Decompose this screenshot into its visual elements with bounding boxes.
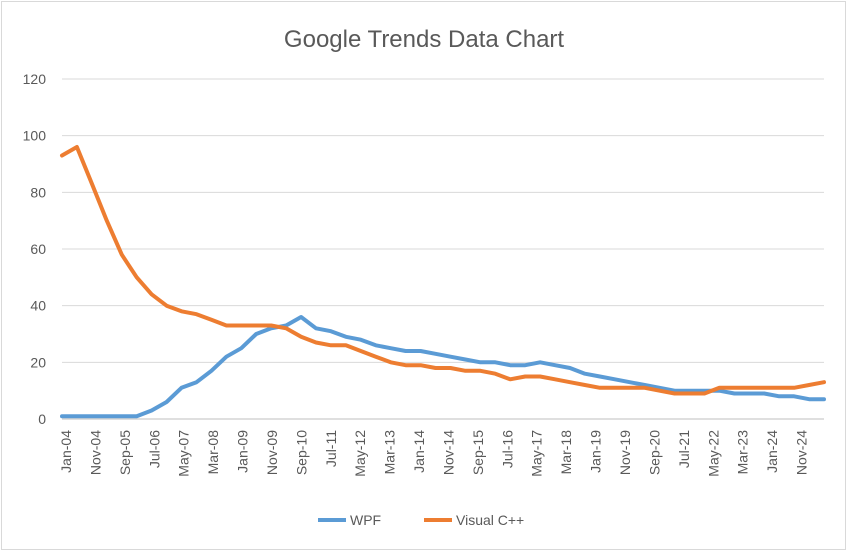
x-tick-label: Mar-08 [205, 430, 221, 475]
x-tick-label: May-12 [352, 430, 368, 477]
x-tick-label: Jul-11 [323, 430, 339, 467]
x-tick-label: May-17 [529, 430, 545, 477]
chart-title: Google Trends Data Chart [284, 26, 564, 53]
series-line-visual-cpp [60, 145, 826, 396]
x-tick-label: Sep-20 [646, 430, 662, 475]
x-tick-label: Mar-13 [382, 430, 398, 475]
x-axis-ticks: Jan-04 Nov-04 Sep-05 Jul-06 May-07 Mar-08 Jan-… [58, 430, 810, 477]
x-tick-label: Nov-14 [440, 430, 456, 475]
x-tick-label: Sep-15 [470, 430, 486, 475]
y-tick-label: 20 [30, 354, 46, 370]
y-tick-label: 0 [38, 411, 46, 427]
x-tick-label: Jan-19 [588, 430, 604, 473]
x-tick-label: Mar-18 [558, 430, 574, 475]
y-axis-ticks: 0 20 40 60 80 100 120 [23, 71, 47, 427]
x-tick-label: Jan-24 [764, 430, 780, 473]
x-tick-label: Nov-04 [87, 430, 103, 475]
gridlines [62, 78, 824, 420]
x-tick-label: May-22 [705, 430, 721, 477]
x-tick-label: Sep-10 [293, 430, 309, 475]
legend: WPF Visual C++ [318, 512, 524, 528]
y-tick-label: 80 [30, 184, 46, 200]
y-tick-label: 100 [23, 128, 47, 144]
x-tick-label: Jul-06 [146, 430, 162, 468]
x-tick-label: Jul-21 [676, 430, 692, 468]
x-tick-label: Jan-04 [58, 430, 74, 473]
x-tick-label: Nov-09 [264, 430, 280, 475]
x-tick-label: May-07 [176, 430, 192, 477]
y-tick-label: 60 [30, 241, 46, 257]
x-tick-label: Nov-19 [617, 430, 633, 475]
legend-label: Visual C++ [456, 512, 524, 528]
series-line-wpf [60, 315, 826, 419]
x-tick-label: Sep-05 [117, 430, 133, 475]
y-tick-label: 40 [30, 298, 46, 314]
x-tick-label: Nov-24 [794, 430, 810, 475]
x-tick-label: Jan-09 [235, 430, 251, 473]
x-tick-label: Jan-14 [411, 430, 427, 473]
y-tick-label: 120 [23, 71, 47, 87]
legend-label: WPF [350, 512, 381, 528]
x-tick-label: Mar-23 [735, 430, 751, 475]
series-lines [60, 145, 826, 419]
x-tick-label: Jul-16 [499, 430, 515, 468]
